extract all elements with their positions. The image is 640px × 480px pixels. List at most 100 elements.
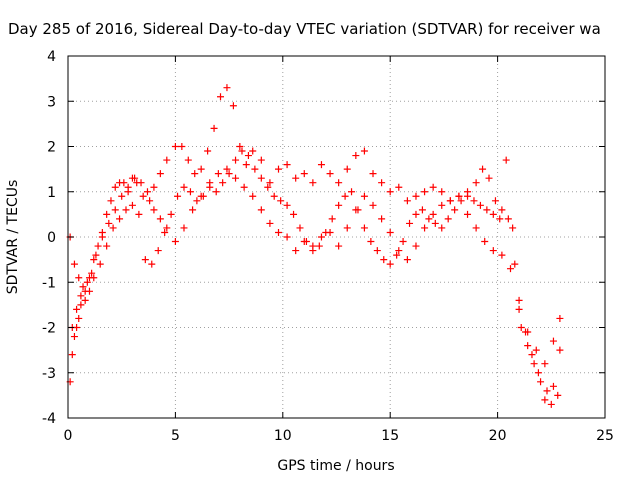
data-point-marker [438,188,446,196]
data-point-marker [217,93,225,101]
data-point-marker [543,387,551,395]
data-point-marker [326,170,334,178]
data-point-marker [367,238,375,246]
y-tick-label: -2 [42,321,56,337]
x-axis-label: GPS time / hours [277,458,394,474]
data-point-marker [506,265,514,273]
data-point-marker [244,152,252,160]
data-point-marker [277,197,285,205]
data-point-marker [266,219,274,227]
data-point-marker [223,165,231,173]
data-point-marker [335,242,343,250]
y-tick-label: -1 [42,275,56,291]
data-point-marker [98,233,106,241]
y-tick-label: 3 [47,94,56,110]
data-point-marker [171,238,179,246]
y-tick-label: -4 [42,411,56,427]
data-point-marker [229,102,237,110]
data-point-marker [105,219,113,227]
x-tick-label: 25 [596,428,614,444]
data-point-marker [143,188,151,196]
data-point-marker [399,238,407,246]
data-point-marker [549,337,557,345]
data-point-marker [524,342,532,350]
data-point-marker [124,188,132,196]
data-point-marker [68,351,76,359]
data-point-marker [317,161,325,169]
data-point-marker [522,328,530,336]
data-point-marker [489,247,497,255]
data-point-marker [107,197,115,205]
data-point-marker [232,174,240,182]
y-tick-label: 2 [47,140,56,156]
data-point-marker [120,179,128,187]
data-point-marker [481,238,489,246]
data-point-marker [489,210,497,218]
data-point-marker [431,219,439,227]
data-point-marker [232,156,240,164]
data-point-marker [309,179,317,187]
data-point-marker [444,215,452,223]
data-point-marker [360,147,368,155]
data-point-marker [425,215,433,223]
data-point-marker [393,251,401,259]
data-points [66,84,564,408]
data-point-marker [283,161,291,169]
data-point-marker [483,206,491,214]
x-tick-label: 0 [64,428,73,444]
data-point-marker [386,188,394,196]
data-point-marker [193,197,201,205]
grid [68,56,605,418]
data-point-marker [137,179,145,187]
data-point-marker [75,314,83,322]
data-point-marker [302,238,310,246]
data-point-marker [96,260,104,268]
data-point-marker [81,296,89,304]
data-point-marker [309,247,317,255]
data-point-marker [421,224,429,232]
data-point-marker [83,278,91,286]
y-tick-label: 4 [47,49,56,65]
data-point-marker [511,260,519,268]
data-point-marker [406,219,414,227]
data-point-marker [275,165,283,173]
data-point-marker [139,192,147,200]
data-point-marker [148,260,156,268]
data-point-marker [111,183,119,191]
data-point-marker [118,192,126,200]
data-point-marker [238,147,246,155]
data-point-marker [386,260,394,268]
data-point-marker [446,197,454,205]
data-point-marker [491,197,499,205]
data-point-marker [498,206,506,214]
data-point-marker [204,147,212,155]
data-point-marker [412,242,420,250]
data-point-marker [554,391,562,399]
data-point-marker [186,188,194,196]
data-point-marker [547,400,555,408]
data-point-marker [502,156,510,164]
data-point-marker [504,215,512,223]
data-point-marker [335,201,343,209]
data-point-marker [180,224,188,232]
x-tick-label: 20 [489,428,507,444]
data-point-marker [328,215,336,223]
data-point-marker [180,183,188,191]
data-point-marker [283,233,291,241]
data-point-marker [251,165,259,173]
data-point-marker [476,201,484,209]
data-point-marker [457,197,465,205]
data-point-marker [360,224,368,232]
data-point-marker [472,179,480,187]
y-tick-label: 1 [47,185,56,201]
data-point-marker [128,201,136,209]
data-point-marker [386,228,394,236]
y-tick-label: 0 [47,230,56,246]
data-point-marker [421,188,429,196]
data-point-marker [79,283,87,291]
data-point-marker [369,201,377,209]
data-point-marker [348,188,356,196]
data-point-marker [496,215,504,223]
data-point-marker [257,206,265,214]
data-point-marker [534,369,542,377]
